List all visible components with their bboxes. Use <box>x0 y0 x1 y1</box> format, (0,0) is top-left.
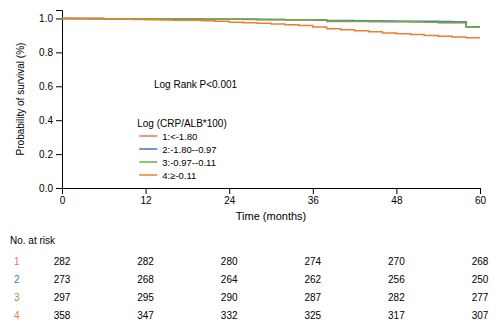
risk-count: 358 <box>54 310 71 321</box>
legend-swatch <box>139 148 157 150</box>
y-tick: 0.4 <box>39 115 62 126</box>
legend-swatch <box>139 174 157 176</box>
risk-count: 307 <box>472 310 489 321</box>
legend-item: 2:-1.80--0.97 <box>139 144 216 155</box>
risk-count: 277 <box>472 292 489 303</box>
legend-swatch <box>139 135 157 137</box>
legend-item: 3:-0.97--0.11 <box>139 157 216 168</box>
risk-count: 295 <box>137 292 154 303</box>
y-tick: 0.6 <box>39 81 62 92</box>
risk-count: 250 <box>472 274 489 285</box>
risk-count: 273 <box>54 274 71 285</box>
y-tick: 1.0 <box>39 13 62 24</box>
risk-count: 332 <box>221 310 238 321</box>
plot-area: 0 12 24 36 48 60 0.0 0.2 0.4 0.6 0.8 1.0 Time (month… <box>15 11 486 223</box>
risk-count: 270 <box>388 256 405 267</box>
risk-table-title: No. at risk <box>10 235 56 246</box>
legend-title: Log (CRP/ALB*100) <box>137 118 227 129</box>
tick-label: 0.2 <box>39 149 53 160</box>
x-tick: 0 <box>60 188 66 206</box>
tick-label: 1.0 <box>39 13 53 24</box>
legend-swatch <box>139 161 157 163</box>
x-axis-title: Time (months) <box>236 210 307 222</box>
risk-count: 282 <box>54 256 71 267</box>
tick-label: 24 <box>224 195 236 206</box>
axis-line <box>63 189 481 195</box>
x-axis: 0 12 24 36 48 60 <box>60 188 487 206</box>
legend-label: 1:<-1.80 <box>162 131 197 142</box>
risk-count: 282 <box>388 292 405 303</box>
risk-count: 268 <box>472 256 489 267</box>
risk-count: 282 <box>137 256 154 267</box>
risk-group-label: 4 <box>14 310 20 321</box>
risk-count: 297 <box>54 292 71 303</box>
risk-count: 317 <box>388 310 405 321</box>
tick-label: 0 <box>60 195 66 206</box>
tick-label: 0.0 <box>39 183 53 194</box>
risk-group-label: 2 <box>14 274 20 285</box>
x-tick: 24 <box>224 188 236 206</box>
risk-count: 347 <box>137 310 154 321</box>
y-axis-title: Probability of survival (%) <box>15 43 26 156</box>
tick-mark <box>146 188 147 194</box>
risk-count: 264 <box>221 274 238 285</box>
x-tick: 12 <box>141 188 153 206</box>
risk-count: 287 <box>304 292 321 303</box>
tick-label: 60 <box>475 195 487 206</box>
tick-mark <box>56 52 62 53</box>
y-tick: 0.2 <box>39 149 62 160</box>
risk-group-label: 1 <box>14 256 20 267</box>
risk-count: 280 <box>221 256 238 267</box>
survival-curve <box>62 18 480 38</box>
legend: Log (CRP/ALB*100) 1:<-1.80 2:-1.80--0.97 3:… <box>137 118 227 181</box>
risk-count: 325 <box>304 310 321 321</box>
tick-mark <box>56 120 62 121</box>
legend-item: 4:≥-0.11 <box>139 170 196 181</box>
tick-mark <box>396 188 397 194</box>
risk-count: 274 <box>304 256 321 267</box>
tick-mark <box>229 188 230 194</box>
tick-mark <box>56 188 62 189</box>
y-tick: 0.0 <box>39 183 62 194</box>
x-tick: 48 <box>391 188 403 206</box>
x-tick: 36 <box>308 188 320 206</box>
chart-svg: 012243648600.00.20.40.60.81.0Time (month… <box>0 0 500 333</box>
legend-label: 2:-1.80--0.97 <box>162 144 216 155</box>
risk-group-label: 3 <box>14 292 20 303</box>
risk-count: 256 <box>388 274 405 285</box>
tick-label: 0.8 <box>39 47 53 58</box>
x-tick: 60 <box>475 188 487 206</box>
tick-mark <box>56 154 62 155</box>
tick-mark <box>56 86 62 87</box>
risk-count: 262 <box>304 274 321 285</box>
tick-mark <box>56 18 62 19</box>
tick-label: 36 <box>308 195 320 206</box>
tick-label: 48 <box>391 195 403 206</box>
tick-mark <box>480 188 481 194</box>
axis-line <box>56 11 63 189</box>
series-group <box>62 18 480 38</box>
legend-label: 4:≥-0.11 <box>162 170 196 181</box>
y-axis: 0.0 0.2 0.4 0.6 0.8 1.0 <box>39 11 62 194</box>
legend-item: 1:<-1.80 <box>139 131 197 142</box>
risk-count: 268 <box>137 274 154 285</box>
risk-count: 290 <box>221 292 238 303</box>
chart-container: 012243648600.00.20.40.60.81.0Time (month… <box>0 0 500 333</box>
risk-table: No. at risk 1 282 282 280 274 270 268 2 273 268 264… <box>10 235 489 321</box>
y-tick: 0.8 <box>39 47 62 58</box>
annotation: Log Rank P<0.001 <box>154 79 238 90</box>
tick-label: 0.4 <box>39 115 53 126</box>
tick-label: 12 <box>141 195 153 206</box>
legend-label: 3:-0.97--0.11 <box>162 157 216 168</box>
tick-mark <box>313 188 314 194</box>
tick-label: 0.6 <box>39 81 53 92</box>
